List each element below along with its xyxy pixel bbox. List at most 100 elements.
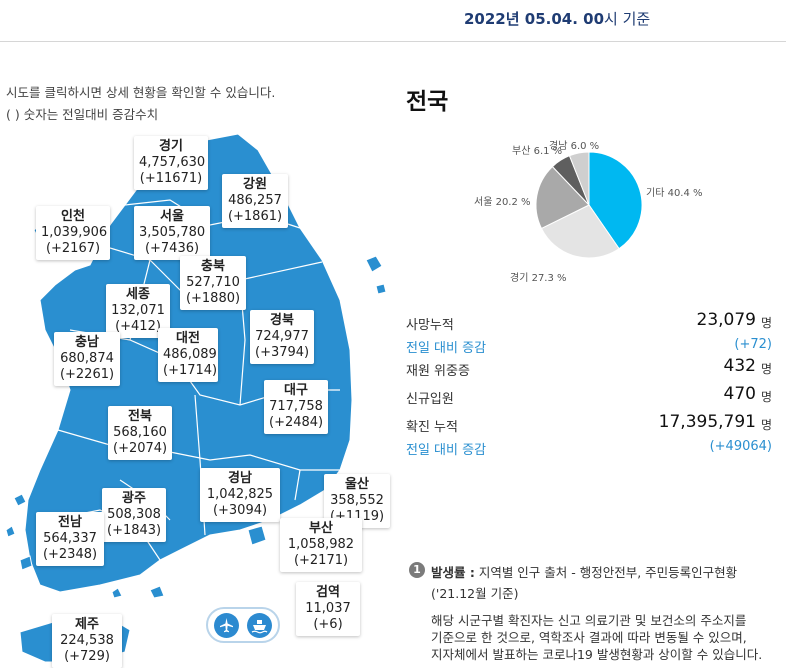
delta-hint: ( ) 숫자는 전일대비 증감수치: [6, 107, 159, 122]
region-delta: (+412): [115, 319, 161, 334]
stat-deaths-delta: 전일 대비 증감 (+72): [406, 333, 772, 357]
region-gwangju[interactable]: 광주 508,308 (+1843): [102, 488, 166, 542]
region-count: 3,505,780: [139, 225, 206, 240]
note-body-1: 해당 시군구별 확진자는 신고 의료기관 및 보건소의 주소지를: [431, 613, 747, 628]
stat-label: 재원 위중증: [406, 364, 470, 379]
pie-slice-경기: [540, 204, 620, 259]
region-jeonnam[interactable]: 전남 564,337 (+2348): [36, 512, 104, 566]
quarantine-ports[interactable]: [206, 607, 280, 643]
panel-title: 전국: [406, 89, 449, 115]
region-seoul[interactable]: 서울 3,505,780 (+7436): [134, 206, 210, 260]
pie-label-경남: 경남 6.0 %: [549, 141, 600, 152]
region-gyeonggi[interactable]: 경기 4,757,630 (+11671): [134, 136, 208, 190]
stat-unit: 명: [760, 362, 772, 376]
region-name: 서울: [160, 209, 184, 224]
region-count: 358,552: [330, 493, 384, 508]
note-body-3: 지자체에서 발표하는 코로나19 발생현황과 상이할 수 있습니다.: [431, 647, 763, 662]
region-count: 564,337: [43, 531, 97, 546]
stat-critical: 재원 위중증 432 명: [406, 356, 772, 380]
region-name: 울산: [345, 477, 369, 492]
pie-label-서울: 서울 20.2 %: [474, 197, 531, 208]
region-daegu[interactable]: 대구 717,758 (+2484): [264, 380, 328, 434]
region-name: 대전: [176, 331, 200, 346]
note-source-date: ('21.12월 기준): [431, 586, 519, 601]
note-source-text: 지역별 인구 출처 - 행정안전부, 주민등록인구현황: [474, 565, 738, 580]
pie-slice-기타: [588, 151, 643, 250]
region-name: 세종: [126, 287, 150, 302]
stat-label: 신규입원: [406, 392, 454, 407]
region-count: 486,089: [163, 347, 217, 362]
region-incheon[interactable]: 인천 1,039,906 (+2167): [36, 206, 110, 260]
region-delta: (+729): [64, 649, 110, 664]
note-title: 발생률 :: [431, 565, 475, 580]
pie-label-경기: 경기 27.3 %: [510, 273, 567, 284]
region-count: 527,710: [186, 275, 240, 290]
map-hint: 시도를 클릭하시면 상세 현황을 확인할 수 있습니다.: [6, 85, 276, 100]
region-count: 486,257: [228, 193, 282, 208]
region-name: 부산: [309, 521, 333, 536]
region-delta: (+2167): [45, 241, 101, 256]
stat-deaths: 사망누적 23,079 명: [406, 310, 772, 334]
region-delta: (+3094): [212, 503, 268, 518]
stat-unit: 명: [760, 316, 772, 330]
region-delta: (+2074): [113, 441, 168, 456]
region-chungnam[interactable]: 충남 680,874 (+2261): [54, 332, 120, 386]
update-date: 2022년 05.04. 00: [464, 10, 605, 28]
region-gyeongbuk[interactable]: 경북 724,977 (+3794): [250, 310, 314, 364]
stat-confirmed-delta: 전일 대비 증감 (+49064): [406, 435, 772, 459]
note-number-badge: 1: [409, 562, 425, 578]
pie-slice-경남: [568, 151, 590, 206]
region-chungbuk[interactable]: 충북 527,710 (+1880): [180, 256, 246, 310]
region-gangwon[interactable]: 강원 486,257 (+1861): [222, 174, 288, 228]
stat-confirmed: 확진 누적 17,395,791 명: [406, 412, 772, 436]
stat-label: 전일 대비 증감: [406, 341, 487, 356]
region-delta: (+2484): [269, 415, 324, 430]
region-daejeon[interactable]: 대전 486,089 (+1714): [158, 328, 218, 382]
stat-label: 확진 누적: [406, 420, 458, 435]
region-count: 1,039,906: [41, 225, 108, 240]
region-delta: (+2261): [59, 367, 115, 382]
stat-value: 23,079: [696, 310, 756, 330]
stat-hospitalized: 신규입원 470 명: [406, 384, 772, 408]
update-suffix: 시 기준: [604, 10, 651, 28]
note-body-2: 기준으로 한 것으로, 역학조사 결과에 따라 변동될 수 있으며,: [431, 630, 747, 645]
region-name: 대구: [284, 383, 308, 398]
region-count: 1,042,825: [206, 487, 274, 502]
region-delta: (+3794): [255, 345, 310, 360]
region-quarantine[interactable]: 검역 11,037 (+6): [296, 582, 360, 636]
region-name: 인천: [61, 209, 85, 224]
region-name: 전남: [58, 515, 82, 530]
region-gyeongnam[interactable]: 경남 1,042,825 (+3094): [200, 468, 280, 522]
region-name: 강원: [243, 177, 267, 192]
region-busan[interactable]: 부산 1,058,982 (+2171): [280, 518, 362, 572]
pie-label-기타: 기타 40.4 %: [646, 188, 703, 199]
stat-label: 사망누적: [406, 318, 454, 333]
update-timestamp: 2022년 05.04. 00시 기준: [464, 8, 650, 29]
region-jeonbuk[interactable]: 전북 568,160 (+2074): [108, 406, 172, 460]
region-count: 508,308: [107, 507, 161, 522]
stat-unit: 명: [760, 418, 772, 432]
region-delta: (+1843): [107, 523, 162, 538]
region-count: 11,037: [305, 601, 351, 616]
region-delta: (+7436): [144, 241, 200, 256]
region-delta: (+6): [313, 617, 343, 632]
region-name: 충북: [201, 259, 225, 274]
region-count: 224,538: [60, 633, 114, 648]
region-delta: (+1714): [163, 363, 218, 378]
stat-value: 17,395,791: [658, 412, 756, 432]
region-name: 검역: [316, 585, 340, 600]
region-count: 1,058,982: [287, 537, 355, 552]
region-delta: (+1861): [227, 209, 283, 224]
pie-slice-서울: [535, 165, 590, 230]
ship-icon[interactable]: [247, 613, 272, 638]
region-count: 568,160: [113, 425, 167, 440]
pie-slice-부산: [551, 155, 590, 206]
region-name: 충남: [75, 335, 99, 350]
region-delta: (+2171): [293, 553, 349, 568]
airplane-icon[interactable]: [214, 613, 239, 638]
region-jeju[interactable]: 제주 224,538 (+729): [52, 614, 122, 668]
stat-unit: 명: [760, 390, 772, 404]
region-count: 717,758: [269, 399, 323, 414]
region-sejong[interactable]: 세종 132,071 (+412): [106, 284, 170, 338]
region-delta: (+1880): [185, 291, 241, 306]
